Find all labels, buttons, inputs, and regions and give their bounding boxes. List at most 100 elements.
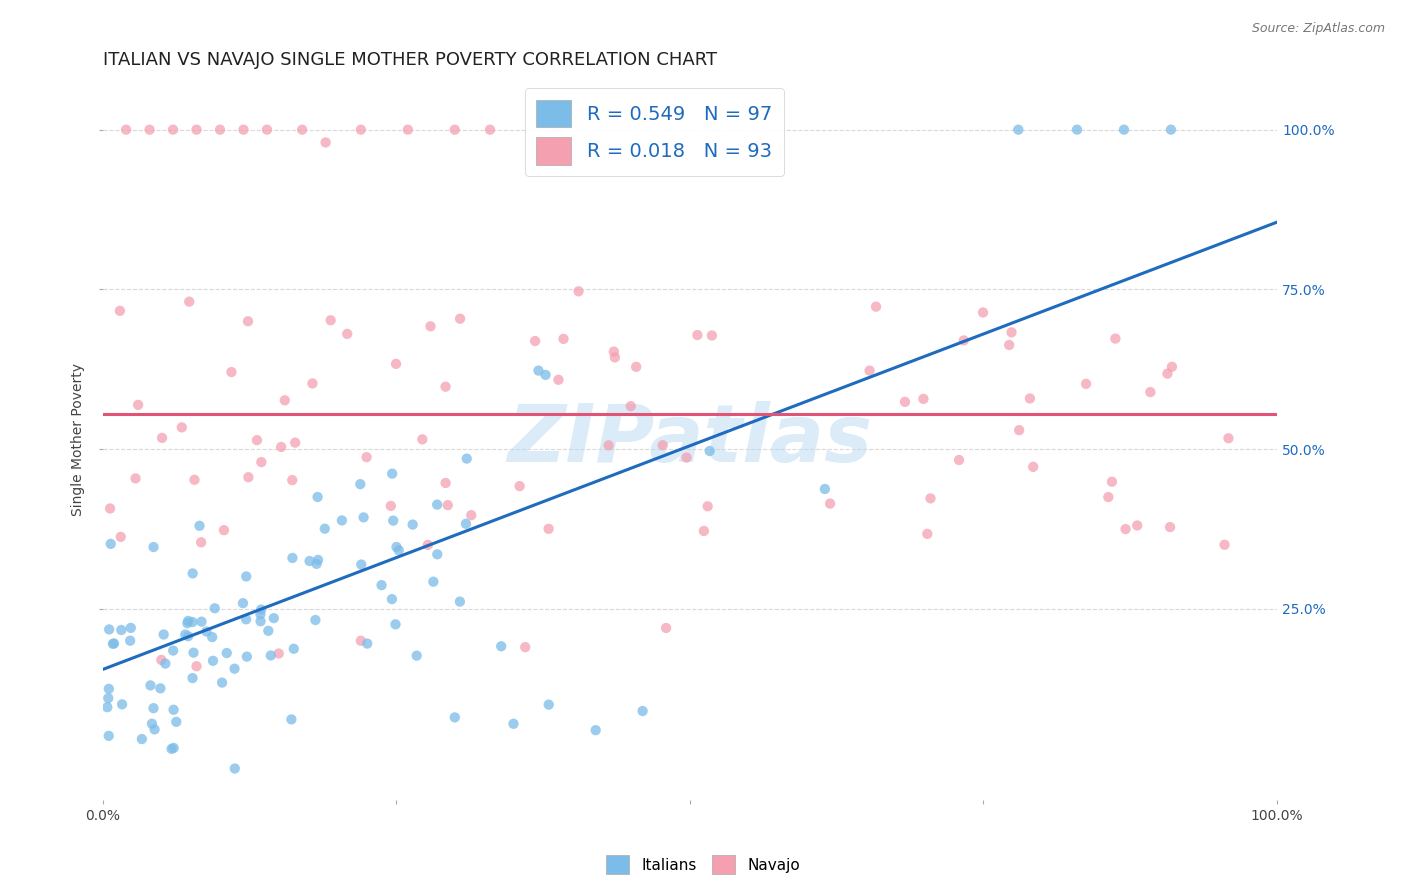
- Point: [568, 285, 591, 299]
- Point: [370, 578, 392, 592]
- Point: [108, 303, 131, 318]
- Point: [699, 444, 721, 458]
- Point: [917, 527, 939, 541]
- Point: [336, 326, 359, 341]
- Point: [509, 479, 531, 493]
- Point: [818, 497, 841, 511]
- Point: [291, 122, 314, 136]
- Point: [98, 501, 121, 516]
- Point: [1097, 490, 1119, 504]
- Point: [537, 522, 560, 536]
- Point: [1213, 538, 1236, 552]
- Point: [115, 122, 138, 136]
- Point: [396, 122, 419, 136]
- Point: [686, 328, 709, 343]
- Text: Source: ZipAtlas.com: Source: ZipAtlas.com: [1251, 22, 1385, 36]
- Point: [1104, 332, 1126, 346]
- Point: [1101, 475, 1123, 489]
- Point: [1066, 122, 1088, 136]
- Point: [181, 566, 204, 581]
- Point: [249, 607, 271, 622]
- Point: [281, 551, 304, 566]
- Point: [201, 630, 224, 644]
- Point: [235, 569, 257, 583]
- Point: [416, 538, 439, 552]
- Point: [502, 716, 524, 731]
- Point: [304, 613, 326, 627]
- Point: [111, 698, 134, 712]
- Point: [188, 518, 211, 533]
- Point: [97, 729, 120, 743]
- Point: [201, 654, 224, 668]
- Point: [350, 633, 373, 648]
- Point: [356, 636, 378, 650]
- Point: [675, 450, 697, 465]
- Point: [537, 698, 560, 712]
- Point: [1112, 122, 1135, 136]
- Point: [384, 617, 406, 632]
- Point: [443, 710, 465, 724]
- Point: [655, 621, 678, 635]
- Point: [1156, 367, 1178, 381]
- Point: [449, 594, 471, 608]
- Point: [101, 637, 124, 651]
- Point: [651, 438, 673, 452]
- Point: [174, 627, 197, 641]
- Point: [598, 438, 620, 452]
- Point: [170, 420, 193, 434]
- Point: [211, 675, 233, 690]
- Point: [1139, 385, 1161, 400]
- Point: [1007, 122, 1029, 136]
- Point: [894, 395, 917, 409]
- Point: [110, 623, 132, 637]
- Point: [920, 491, 942, 506]
- Point: [150, 431, 173, 445]
- Point: [422, 574, 444, 589]
- Point: [260, 648, 283, 663]
- Point: [280, 713, 302, 727]
- Point: [235, 612, 257, 626]
- Point: [315, 136, 337, 150]
- Point: [307, 490, 329, 504]
- Point: [693, 524, 716, 538]
- Point: [127, 398, 149, 412]
- Point: [479, 122, 502, 136]
- Point: [256, 122, 278, 136]
- Point: [238, 470, 260, 484]
- Point: [177, 614, 200, 628]
- Point: [434, 475, 457, 490]
- Point: [631, 704, 654, 718]
- Point: [585, 723, 607, 738]
- Point: [224, 762, 246, 776]
- Point: [603, 344, 626, 359]
- Point: [307, 553, 329, 567]
- Point: [814, 482, 837, 496]
- Point: [212, 523, 235, 537]
- Point: [181, 615, 204, 629]
- Point: [110, 530, 132, 544]
- Point: [349, 477, 371, 491]
- Point: [524, 334, 547, 348]
- Point: [1126, 518, 1149, 533]
- Point: [250, 455, 273, 469]
- Point: [454, 516, 477, 531]
- Point: [142, 540, 165, 554]
- Point: [385, 357, 408, 371]
- Point: [603, 351, 626, 365]
- Point: [1218, 431, 1240, 445]
- Point: [263, 611, 285, 625]
- Point: [1159, 520, 1181, 534]
- Point: [330, 513, 353, 527]
- Point: [232, 122, 254, 136]
- Point: [281, 473, 304, 487]
- Point: [131, 732, 153, 747]
- Legend: Italians, Navajo: Italians, Navajo: [600, 849, 806, 880]
- Point: [141, 716, 163, 731]
- Point: [224, 662, 246, 676]
- Point: [620, 399, 643, 413]
- Point: [443, 122, 465, 136]
- Point: [696, 500, 718, 514]
- Point: [381, 592, 404, 607]
- Point: [236, 314, 259, 328]
- Point: [534, 368, 557, 382]
